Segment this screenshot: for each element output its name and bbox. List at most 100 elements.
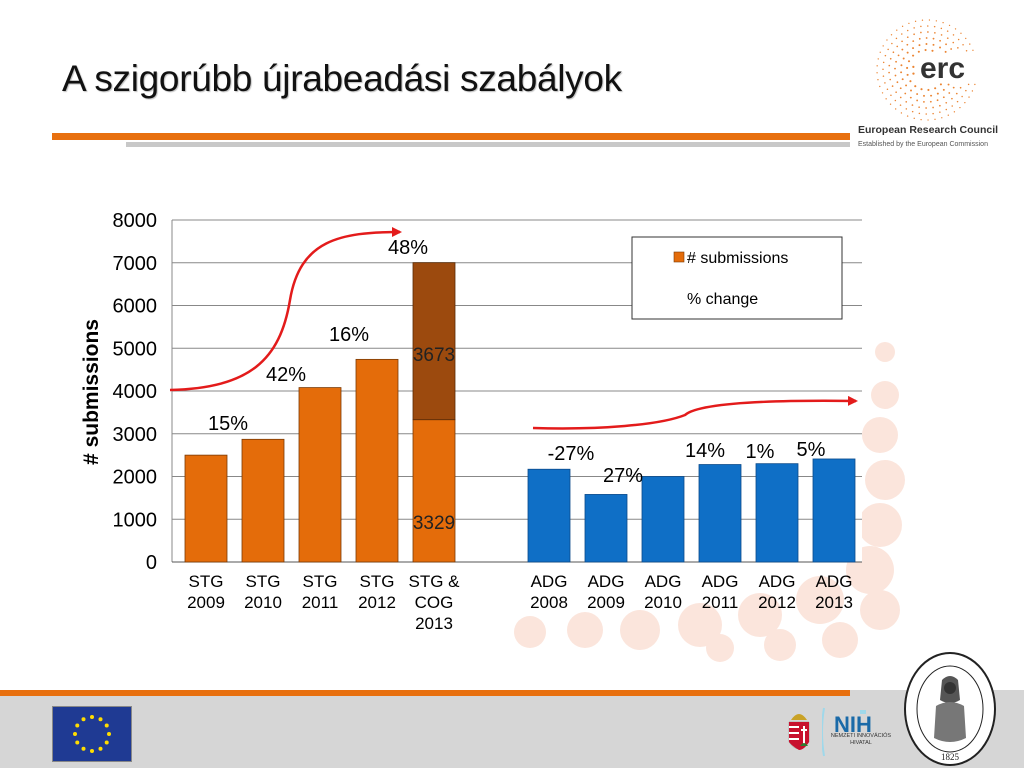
x-tick-label: 2013	[415, 614, 453, 633]
erc-dot	[920, 25, 922, 28]
erc-dot	[946, 30, 949, 32]
erc-dot	[948, 24, 951, 27]
erc-dot	[965, 49, 968, 52]
erc-dot	[895, 37, 898, 40]
chart-bars: 3329 3673	[184, 262, 856, 563]
erc-dot	[954, 28, 957, 30]
erc-dot	[957, 38, 960, 41]
erc-dot	[962, 44, 964, 46]
erc-dot	[932, 106, 934, 109]
erc-dot	[933, 25, 936, 28]
erc-dot	[895, 108, 897, 110]
legend-box	[631, 236, 843, 320]
erc-dot	[936, 92, 939, 95]
arrow-stg	[169, 227, 402, 392]
erc-dot	[901, 40, 903, 43]
erc-dot	[909, 96, 912, 99]
erc-dot	[889, 57, 892, 60]
erc-dot	[939, 39, 941, 42]
bar-stg	[184, 454, 228, 563]
erc-dot	[900, 64, 903, 67]
erc-dot	[956, 100, 959, 103]
erc-dot	[951, 97, 953, 100]
percent-change-labels: 15% 42% 16% 48% -27% 27% 14% 1% 5%	[208, 237, 826, 487]
bar-stg	[298, 387, 342, 563]
erc-dot	[906, 36, 909, 39]
erc-dot	[968, 96, 970, 98]
erc-dot	[955, 92, 958, 95]
decor-circle	[871, 381, 899, 409]
hungarian-coat-of-arms-icon	[788, 714, 810, 750]
erc-dot	[923, 100, 925, 103]
erc-dot	[908, 22, 910, 25]
erc-dot	[961, 95, 963, 98]
erc-dot	[906, 115, 909, 117]
y-tick-label: 1000	[113, 509, 158, 531]
erc-dot	[912, 47, 915, 50]
data-label: 3673	[413, 345, 455, 366]
x-tick-label: 2008	[530, 593, 568, 612]
erc-dot	[910, 89, 912, 92]
erc-dot	[891, 42, 893, 45]
erc-dot	[909, 80, 912, 83]
nih-caption: NEMZETI INNOVÁCIÓS HIVATAL	[826, 733, 896, 746]
erc-dot	[916, 99, 919, 102]
erc-dot	[971, 90, 974, 92]
data-label: 3329	[413, 513, 455, 534]
erc-dot	[906, 29, 909, 32]
erc-dot	[885, 98, 887, 100]
y-tick-label: 0	[146, 552, 157, 574]
eu-star	[98, 717, 103, 722]
erc-dot	[940, 27, 943, 30]
erc-dot	[912, 65, 915, 68]
erc-dot	[945, 108, 948, 111]
nih-caption-line-1: NEMZETI INNOVÁCIÓS	[830, 733, 892, 739]
x-tick-label: ADG	[531, 572, 568, 591]
erc-dot	[934, 118, 936, 121]
erc-logo-text: erc	[920, 52, 965, 85]
erc-dot	[901, 78, 904, 81]
erc-dot	[891, 85, 894, 87]
erc-dot	[912, 40, 915, 43]
x-tick-label: STG	[360, 572, 395, 591]
percent-change-label: 48%	[388, 237, 428, 259]
erc-dot	[894, 67, 896, 70]
legend-swatch-submissions	[673, 251, 685, 263]
bar-adg	[812, 458, 856, 563]
erc-dot	[889, 103, 892, 105]
erc-dot	[965, 89, 967, 92]
decor-circle	[796, 576, 844, 624]
erc-dot	[895, 91, 897, 94]
erc-dot	[914, 20, 917, 22]
mta-seal-year: 1825	[941, 752, 960, 762]
erc-dot	[952, 86, 955, 89]
x-tick-label: 2010	[244, 593, 282, 612]
erc-dot	[932, 43, 935, 46]
erc-dot	[886, 39, 888, 41]
erc-dot	[917, 50, 920, 53]
erc-dot	[901, 48, 904, 51]
y-tick-label: 8000	[113, 210, 158, 232]
erc-dot	[899, 87, 902, 90]
erc-dot	[902, 57, 905, 60]
erc-dot	[901, 33, 903, 35]
erc-dot	[887, 48, 889, 51]
y-tick-label: 2000	[113, 467, 158, 489]
erc-dot	[952, 41, 955, 44]
erc-dot	[886, 88, 889, 91]
bar-adg	[641, 476, 685, 563]
percent-change-label: 14%	[685, 440, 725, 462]
erc-dot	[974, 83, 976, 86]
eu-star	[104, 723, 109, 728]
arrow-adg	[532, 395, 858, 430]
erc-dot	[916, 93, 919, 96]
erc-dot	[931, 49, 934, 52]
decor-circle	[862, 417, 898, 453]
legend-entry: # submissions	[687, 250, 788, 267]
decor-circle	[860, 590, 900, 630]
erc-dot	[950, 48, 953, 50]
erc-dot	[930, 94, 933, 97]
x-tick-label: STG &	[408, 572, 460, 591]
legend-entry: % change	[687, 291, 758, 308]
svg-text:NIH: NIH	[834, 712, 872, 737]
